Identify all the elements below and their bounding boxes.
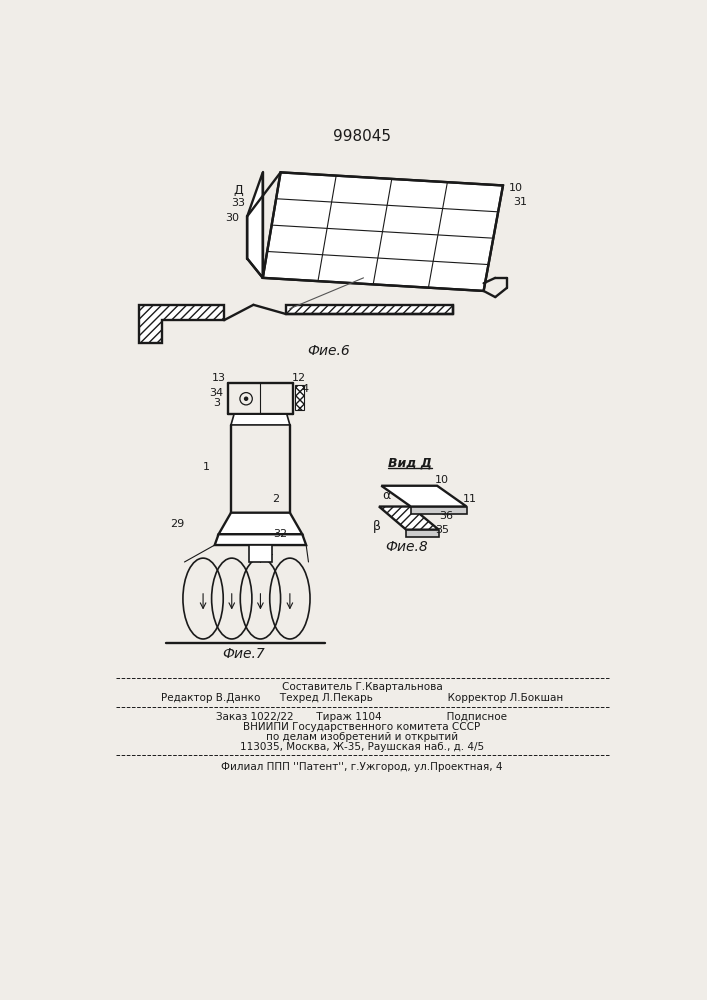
Text: 1: 1 xyxy=(203,462,210,472)
Text: 13: 13 xyxy=(211,373,226,383)
Text: 10: 10 xyxy=(435,475,449,485)
Text: Фие.7: Фие.7 xyxy=(222,647,264,661)
Polygon shape xyxy=(247,172,263,278)
Text: Фие.8: Фие.8 xyxy=(385,540,428,554)
Polygon shape xyxy=(406,530,438,537)
Polygon shape xyxy=(263,172,503,291)
Text: Фие.6: Фие.6 xyxy=(308,344,350,358)
Text: 34: 34 xyxy=(209,388,223,398)
Text: 4: 4 xyxy=(302,384,309,394)
Text: по делам изобретений и открытий: по делам изобретений и открытий xyxy=(266,732,458,742)
Text: 29: 29 xyxy=(170,519,185,529)
Polygon shape xyxy=(295,385,304,410)
Text: 30: 30 xyxy=(225,213,239,223)
Text: β: β xyxy=(373,520,380,533)
Text: ВНИИПИ Государственного комитета СССР: ВНИИПИ Государственного комитета СССР xyxy=(243,722,481,732)
Text: 998045: 998045 xyxy=(333,129,391,144)
Text: 12: 12 xyxy=(292,373,306,383)
Text: 32: 32 xyxy=(274,529,288,539)
Circle shape xyxy=(245,397,247,400)
Text: 113035, Москва, Ж-35, Раушская наб., д. 4/5: 113035, Москва, Ж-35, Раушская наб., д. … xyxy=(240,742,484,752)
Text: 35: 35 xyxy=(435,525,449,535)
Polygon shape xyxy=(215,534,306,545)
Text: 3: 3 xyxy=(213,398,220,408)
Polygon shape xyxy=(379,507,438,530)
Text: 31: 31 xyxy=(513,197,527,207)
Polygon shape xyxy=(218,513,303,534)
Polygon shape xyxy=(249,545,272,562)
Text: Редактор В.Данко      Техред Л.Пекарь                       Корректор Л.Бокшан: Редактор В.Данко Техред Л.Пекарь Коррект… xyxy=(160,693,563,703)
Text: 33: 33 xyxy=(231,198,245,208)
Text: Заказ 1022/22       Тираж 1104                    Подписное: Заказ 1022/22 Тираж 1104 Подписное xyxy=(216,712,508,722)
Text: Вид Д: Вид Д xyxy=(388,456,432,469)
Text: 11: 11 xyxy=(462,494,477,504)
Text: α: α xyxy=(382,489,391,502)
Text: 2: 2 xyxy=(272,494,279,504)
Text: Д: Д xyxy=(234,184,244,197)
Polygon shape xyxy=(231,414,290,425)
Polygon shape xyxy=(286,305,452,314)
Polygon shape xyxy=(411,507,467,514)
Polygon shape xyxy=(139,305,224,343)
Text: Составитель Г.Квартальнова: Составитель Г.Квартальнова xyxy=(281,682,443,692)
Polygon shape xyxy=(381,486,467,507)
Text: 10: 10 xyxy=(508,183,522,193)
Text: 36: 36 xyxy=(440,511,453,521)
Text: Филиал ППП ''Патент'', г.Ужгород, ул.Проектная, 4: Филиал ППП ''Патент'', г.Ужгород, ул.Про… xyxy=(221,762,503,772)
